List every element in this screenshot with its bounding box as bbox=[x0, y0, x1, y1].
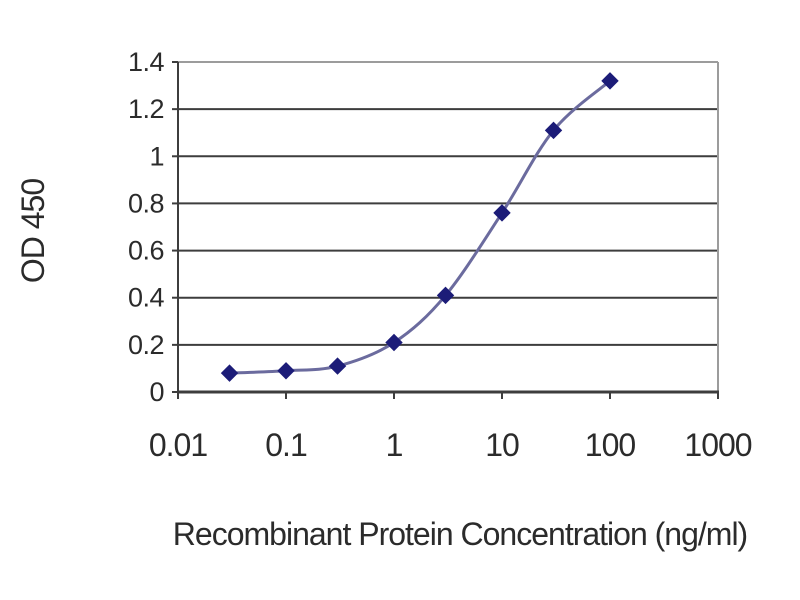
x-tick-label: 0.1 bbox=[265, 427, 307, 463]
x-tick-label: 100 bbox=[585, 427, 636, 463]
x-axis-title: Recombinant Protein Concentration (ng/ml… bbox=[173, 516, 747, 552]
y-tick-labels: 0 0.2 0.4 0.6 0.8 1 1.2 1.4 bbox=[128, 47, 165, 407]
y-tick-label: 0.4 bbox=[128, 283, 165, 313]
x-tick-labels: 0.01 0.1 1 10 100 1000 bbox=[149, 427, 753, 463]
axis-tick-marks bbox=[172, 61, 719, 399]
data-point-marker bbox=[544, 121, 563, 140]
y-tick-label: 0.2 bbox=[128, 330, 164, 360]
data-point-marker bbox=[328, 357, 347, 375]
data-point-marker bbox=[220, 364, 239, 382]
data-point-marker bbox=[277, 362, 295, 380]
data-point-marker bbox=[601, 72, 619, 90]
y-tick-label: 0 bbox=[149, 377, 164, 407]
data-point-marker bbox=[436, 286, 455, 305]
data-point-marker bbox=[493, 204, 511, 222]
plot-border bbox=[177, 61, 719, 394]
y-tick-label: 1.4 bbox=[128, 47, 165, 77]
series-line bbox=[229, 79, 611, 375]
y-tick-label: 0.6 bbox=[128, 236, 164, 266]
x-tick-label: 10 bbox=[485, 427, 519, 463]
y-tick-label: 1 bbox=[149, 141, 164, 171]
y-axis-title: OD 450 bbox=[15, 179, 51, 283]
data-series bbox=[220, 72, 619, 382]
x-tick-label: 1000 bbox=[684, 427, 751, 463]
x-tick-label: 0.01 bbox=[149, 427, 207, 463]
x-tick-label: 1 bbox=[386, 427, 403, 463]
y-tick-label: 0.8 bbox=[128, 188, 164, 218]
data-point-marker bbox=[385, 333, 403, 352]
y-tick-label: 1.2 bbox=[128, 94, 164, 124]
gridlines bbox=[178, 108, 718, 346]
